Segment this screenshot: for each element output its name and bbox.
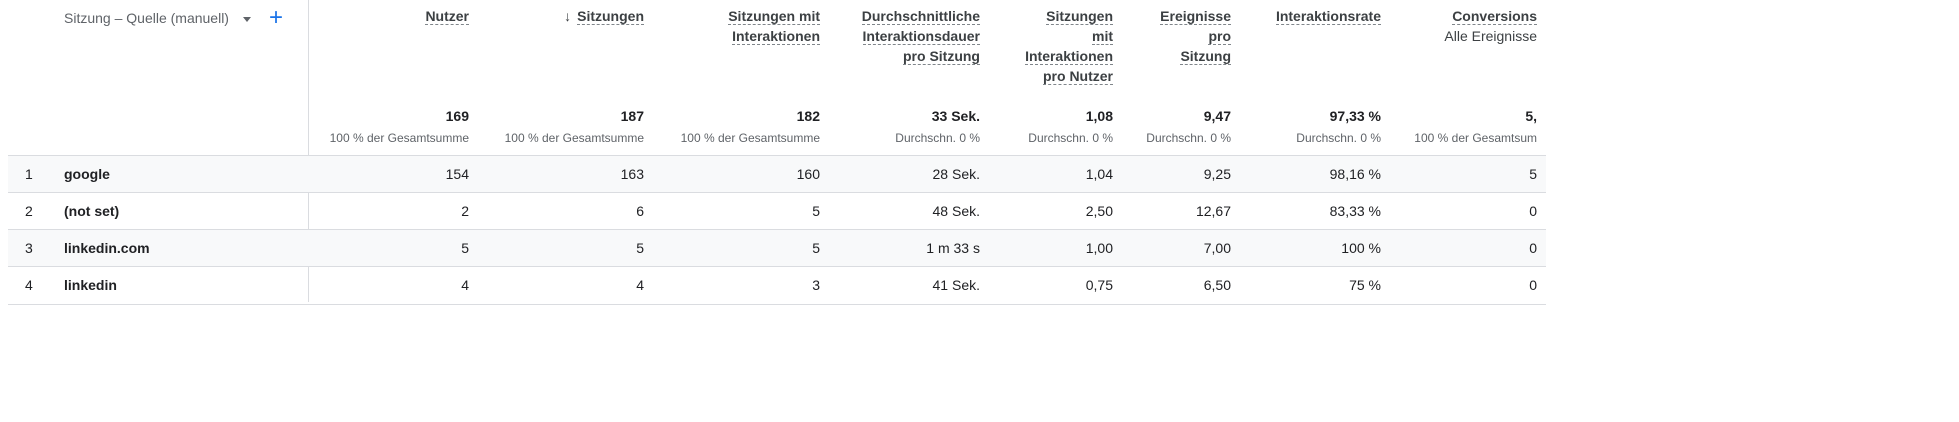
total-value-engagement_rate: 97,33 % <box>1329 108 1381 124</box>
table-row[interactable]: 2 (not set) 2 6 5 48 Sek. 2,50 12,67 83,33 % 0 <box>8 192 1546 230</box>
metric-cell-engaged: 160 <box>796 166 820 182</box>
total-subtext-engaged: 100 % der Gesamtsumme <box>680 131 820 145</box>
total-value-conversions: 5, <box>1525 108 1537 124</box>
metric-cell-sessions: 5 <box>636 240 644 256</box>
total-value-engaged: 182 <box>796 108 820 124</box>
metric-cell-users: 154 <box>445 166 469 182</box>
metric-cell-events_per_session: 12,67 <box>1195 203 1231 219</box>
metric-cell-engaged_per_user: 1,00 <box>1085 240 1113 256</box>
metric-cell-conversions: 0 <box>1529 203 1537 219</box>
chevron-down-icon[interactable] <box>242 16 251 22</box>
column-header-label: mit <box>1092 28 1113 45</box>
column-header-label: Interaktionen <box>732 28 820 45</box>
total-subtext-sessions: 100 % der Gesamtsumme <box>504 131 644 145</box>
total-subtext-engaged_per_user: Durchschn. 0 % <box>1028 131 1113 145</box>
metric-cell-engaged: 5 <box>812 240 820 256</box>
metric-cell-engagement_rate: 100 % <box>1341 240 1381 256</box>
column-header-label: pro <box>1208 28 1231 45</box>
metric-cell-engaged_per_user: 1,04 <box>1085 166 1113 182</box>
column-header-events_per_session[interactable]: Ereignisse pro Sitzung <box>1121 6 1231 66</box>
column-header-conversions[interactable]: Conversions Alle Ereignisse <box>1397 6 1537 46</box>
column-header-label: Sitzungen <box>577 8 644 25</box>
metric-cell-conversions: 0 <box>1529 240 1537 256</box>
report-table: Sitzung – Quelle (manuell) + Nutzer ↓ Sitz… <box>8 0 1546 305</box>
metric-cell-engaged_per_user: 0,75 <box>1085 277 1113 293</box>
column-header-label: Interaktionen <box>1025 48 1113 65</box>
table-row[interactable]: 3 linkedin.com 5 5 5 1 m 33 s 1,00 7,00 100 % 0 <box>8 229 1546 267</box>
column-header-label: Sitzungen mit <box>728 8 820 25</box>
column-header-label: Durchschnittliche <box>861 8 980 25</box>
table-row[interactable]: 4 linkedin 4 4 3 41 Sek. 0,75 6,50 75 % 0 <box>8 266 1546 305</box>
total-value-users: 169 <box>445 108 469 124</box>
column-header-engagement_rate[interactable]: Interaktionsrate <box>1241 6 1381 26</box>
column-divider <box>308 0 309 302</box>
metric-cell-avg_duration: 48 Sek. <box>932 203 980 219</box>
metric-cell-engagement_rate: 98,16 % <box>1329 166 1381 182</box>
column-header-label: Ereignisse <box>1160 8 1231 25</box>
metric-cell-users: 2 <box>461 203 469 219</box>
source-cell: linkedin.com <box>64 240 150 256</box>
source-cell: (not set) <box>64 203 120 219</box>
metric-cell-conversions: 5 <box>1529 166 1537 182</box>
add-dimension-icon[interactable]: + <box>268 4 283 31</box>
metric-cell-users: 5 <box>461 240 469 256</box>
metric-cell-events_per_session: 9,25 <box>1203 166 1231 182</box>
column-header-engaged[interactable]: Sitzungen mit Interaktionen <box>650 6 820 46</box>
metric-cell-engaged: 3 <box>812 277 820 293</box>
metric-cell-avg_duration: 28 Sek. <box>932 166 980 182</box>
row-number: 3 <box>25 240 33 256</box>
column-header-label: Nutzer <box>425 8 469 25</box>
total-value-engaged_per_user: 1,08 <box>1085 108 1113 124</box>
column-sublabel[interactable]: Alle Ereignisse <box>1444 28 1537 44</box>
total-subtext-conversions: 100 % der Gesamtsum <box>1414 131 1537 145</box>
total-value-events_per_session: 9,47 <box>1203 108 1231 124</box>
total-value-sessions: 187 <box>620 108 644 124</box>
row-number: 4 <box>25 277 33 293</box>
metric-cell-avg_duration: 1 m 33 s <box>926 240 980 256</box>
row-number: 2 <box>25 203 33 219</box>
column-header-label: Interaktionsdauer <box>862 28 980 45</box>
metric-cell-sessions: 6 <box>636 203 644 219</box>
column-header-label: Sitzungen <box>1046 8 1113 25</box>
row-number: 1 <box>25 166 33 182</box>
column-header-engaged_per_user[interactable]: Sitzungen mit Interaktionen pro Nutzer <box>993 6 1113 86</box>
column-header-label: pro Nutzer <box>1043 68 1113 85</box>
dimension-header[interactable]: Sitzung – Quelle (manuell) + <box>64 4 283 31</box>
total-subtext-events_per_session: Durchschn. 0 % <box>1146 131 1231 145</box>
source-cell: linkedin <box>64 277 117 293</box>
total-value-avg_duration: 33 Sek. <box>931 108 980 124</box>
column-header-avg_duration[interactable]: Durchschnittliche Interaktionsdauer pro Si… <box>840 6 980 66</box>
metric-cell-engaged_per_user: 2,50 <box>1085 203 1113 219</box>
total-subtext-engagement_rate: Durchschn. 0 % <box>1296 131 1381 145</box>
column-header-users[interactable]: Nutzer <box>329 6 469 26</box>
column-header-label: Conversions <box>1452 8 1537 25</box>
source-cell: google <box>64 166 110 182</box>
metric-cell-avg_duration: 41 Sek. <box>932 277 980 293</box>
metric-cell-sessions: 163 <box>620 166 644 182</box>
column-header-label: Sitzung <box>1180 48 1231 65</box>
column-header-label: Interaktionsrate <box>1275 8 1381 25</box>
metric-cell-engaged: 5 <box>812 203 820 219</box>
total-subtext-avg_duration: Durchschn. 0 % <box>895 131 980 145</box>
dimension-label[interactable]: Sitzung – Quelle (manuell) <box>64 10 229 26</box>
column-header-sessions[interactable]: ↓ Sitzungen <box>484 6 644 26</box>
metric-cell-engagement_rate: 75 % <box>1349 277 1381 293</box>
column-header-label: pro Sitzung <box>903 48 980 65</box>
metric-cell-sessions: 4 <box>636 277 644 293</box>
total-subtext-users: 100 % der Gesamtsumme <box>329 131 469 145</box>
metric-cell-events_per_session: 6,50 <box>1203 277 1231 293</box>
metric-cell-conversions: 0 <box>1529 277 1537 293</box>
metric-cell-users: 4 <box>461 277 469 293</box>
table-row[interactable]: 1 google 154 163 160 28 Sek. 1,04 9,25 98,16 % 5 <box>8 155 1546 193</box>
metric-cell-events_per_session: 7,00 <box>1203 240 1231 256</box>
metric-cell-engagement_rate: 83,33 % <box>1329 203 1381 219</box>
arrow-down-icon: ↓ <box>564 8 572 24</box>
